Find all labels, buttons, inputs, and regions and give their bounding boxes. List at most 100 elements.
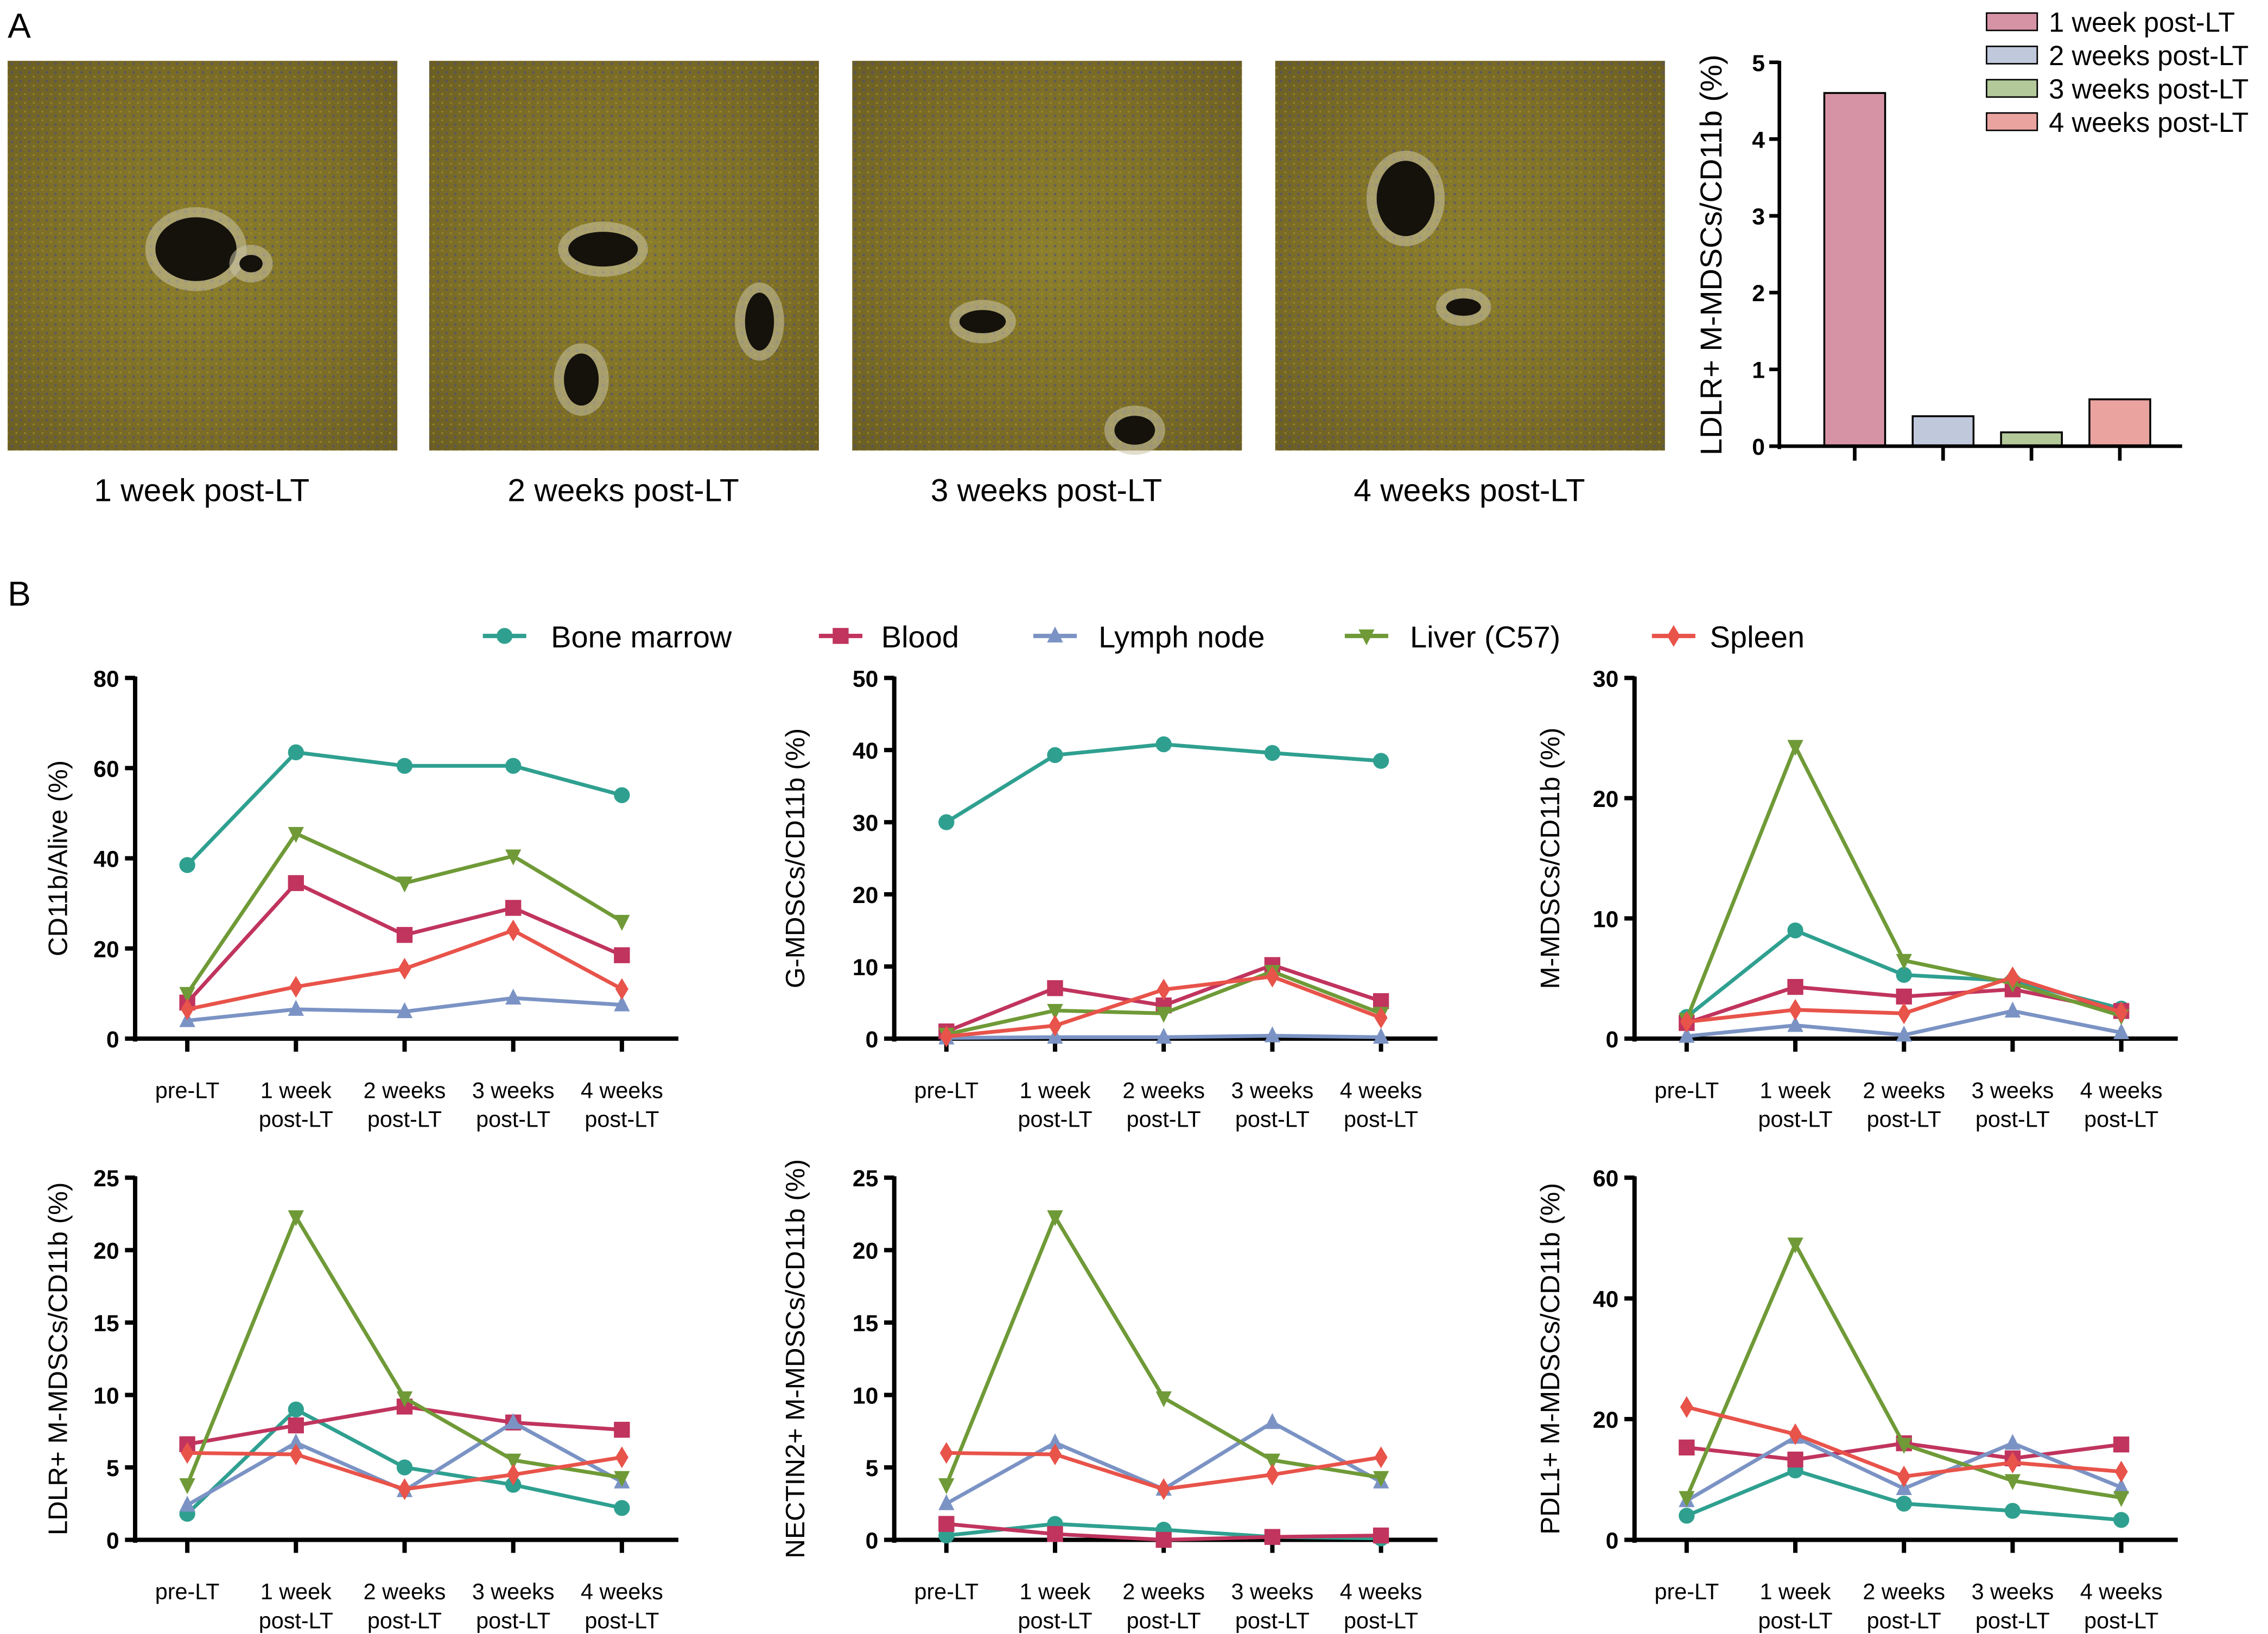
- data-point: [1787, 1451, 1803, 1468]
- data-point: [614, 787, 630, 803]
- data-point: [288, 875, 304, 891]
- legend-swatch: [1986, 112, 2038, 131]
- data-point: [939, 1442, 953, 1464]
- data-point: [1896, 953, 1912, 970]
- vessel-lumen: [1114, 416, 1155, 445]
- x-tick-label: post-LT: [1975, 1107, 2050, 1132]
- y-tick-label: 4: [1752, 127, 1765, 153]
- y-tick-label: 10: [1593, 906, 1618, 932]
- y-tick-label: 0: [866, 1528, 879, 1554]
- data-point: [505, 988, 522, 1005]
- x-tick-label: 2 weeks: [364, 1078, 446, 1103]
- y-axis-label: M-MDSCs/CD11b (%): [1535, 728, 1565, 989]
- x-tick-label: 4 weeks: [1340, 1078, 1422, 1103]
- series-liver-c57-: [938, 1210, 1389, 1495]
- data-point: [2113, 1512, 2130, 1528]
- x-tick-label: post-LT: [1344, 1107, 1418, 1132]
- y-tick-label: 20: [1593, 1407, 1618, 1433]
- x-tick-label: 3 weeks: [472, 1579, 555, 1604]
- legend-item: Bone marrow: [482, 620, 732, 654]
- line-chart: 0 5 10 15 20 25 pre-LT 1 week post-LT 2 weeks post…: [780, 1159, 1438, 1633]
- data-point: [396, 927, 413, 943]
- data-point: [1373, 1471, 1389, 1487]
- y-tick-label: 0: [106, 1528, 119, 1554]
- x-tick-label: post-LT: [1758, 1608, 1832, 1633]
- y-tick-label: 60: [93, 756, 119, 782]
- y-tick-label: 15: [93, 1311, 119, 1337]
- x-tick-label: 2 weeks: [1863, 1579, 1945, 1604]
- data-point: [938, 1478, 955, 1495]
- y-axis-label: PDL1+ M-MDSCs/CD11b (%): [1535, 1183, 1565, 1535]
- data-point: [2114, 1460, 2128, 1483]
- triangle-up-marker-icon: [1047, 626, 1063, 643]
- vessel-lumen: [564, 353, 599, 406]
- data-point: [2004, 1001, 2021, 1018]
- legend-swatch: [1986, 46, 2038, 65]
- data-point: [179, 1478, 195, 1495]
- legend-item: Lymph node: [1033, 620, 1265, 654]
- data-point: [179, 857, 195, 873]
- data-point: [288, 826, 304, 843]
- legend-label: 4 weeks post-LT: [2049, 107, 2248, 138]
- y-axis-label: G-MDSCs/CD11b (%): [780, 728, 810, 988]
- data-point: [1047, 1004, 1063, 1020]
- data-point: [1896, 1438, 1912, 1454]
- y-tick-label: 5: [106, 1455, 119, 1482]
- micrograph-caption: 2 weeks post-LT: [507, 473, 739, 508]
- x-tick-label: post-LT: [1018, 1608, 1092, 1633]
- data-point: [1679, 1439, 1695, 1456]
- y-axis-label: LDLR+ M-MDSCs/CD11b (%): [43, 1182, 73, 1535]
- data-point: [614, 995, 630, 1012]
- legend-swatch: [1986, 12, 2038, 31]
- data-point: [1373, 993, 1389, 1009]
- x-tick-label: post-LT: [1127, 1107, 1201, 1132]
- x-tick-label: 3 weeks: [1972, 1078, 2054, 1103]
- bar: [2000, 431, 2063, 447]
- vessel-lumen: [1376, 161, 1435, 237]
- data-point: [615, 978, 628, 1000]
- data-point: [938, 1494, 955, 1510]
- x-tick-label: pre-LT: [1654, 1078, 1719, 1103]
- x-tick-label: post-LT: [1975, 1608, 2050, 1633]
- data-point: [1680, 1396, 1693, 1418]
- legend-label: Lymph node: [1098, 620, 1265, 654]
- data-point: [1373, 1527, 1389, 1544]
- line-chart: 0 10 20 30 pre-LT 1 week post-LT 2 weeks post-LT…: [1535, 666, 2178, 1132]
- legend-swatch: [1986, 79, 2038, 98]
- data-point: [1157, 1478, 1171, 1501]
- data-point: [289, 976, 303, 998]
- data-point: [1373, 753, 1389, 769]
- x-tick-label: 4 weeks: [581, 1078, 663, 1103]
- bar: [1911, 415, 1975, 447]
- data-point: [181, 1442, 194, 1464]
- data-point: [396, 1391, 413, 1408]
- x-tick-label: 3 weeks: [1231, 1078, 1314, 1103]
- y-tick-label: 2: [1752, 281, 1765, 307]
- x-tick-label: post-LT: [1867, 1608, 1941, 1633]
- line-chart: 0 20 40 60 80 pre-LT 1 week post-LT 2 weeks post-…: [43, 666, 678, 1132]
- data-point: [1047, 1526, 1063, 1542]
- x-tick-label: 1 week: [261, 1078, 332, 1103]
- legend-label: 2 weeks post-LT: [2049, 40, 2248, 71]
- x-tick-label: 3 weeks: [472, 1078, 555, 1103]
- data-point: [1897, 1465, 1911, 1487]
- data-point: [398, 958, 411, 980]
- series-bone-marrow: [1679, 1462, 2130, 1528]
- x-tick-label: post-LT: [1018, 1107, 1092, 1132]
- square-marker-icon: [833, 628, 849, 644]
- line-chart: 0 10 20 30 40 50 pre-LT 1 week post-LT 2 weeks pos…: [780, 666, 1438, 1132]
- x-tick-label: pre-LT: [155, 1579, 220, 1604]
- data-point: [396, 758, 413, 774]
- data-point: [1679, 1027, 1695, 1043]
- data-point: [1373, 1027, 1389, 1044]
- data-point: [1787, 740, 1803, 756]
- x-tick-label: pre-LT: [914, 1078, 979, 1103]
- bar-chart: 0 1 2 3 4 5 LDLR+ M-MDSCs/CD11b (%) 1 week post…: [1694, 7, 2248, 461]
- y-tick-label: 0: [106, 1027, 119, 1053]
- x-tick-label: post-LT: [2084, 1107, 2158, 1132]
- legend-item: Blood: [818, 620, 959, 654]
- data-point: [1049, 1014, 1062, 1037]
- data-point: [2113, 1436, 2130, 1453]
- x-tick-label: 4 weeks: [2080, 1078, 2163, 1103]
- x-tick-label: post-LT: [476, 1608, 550, 1633]
